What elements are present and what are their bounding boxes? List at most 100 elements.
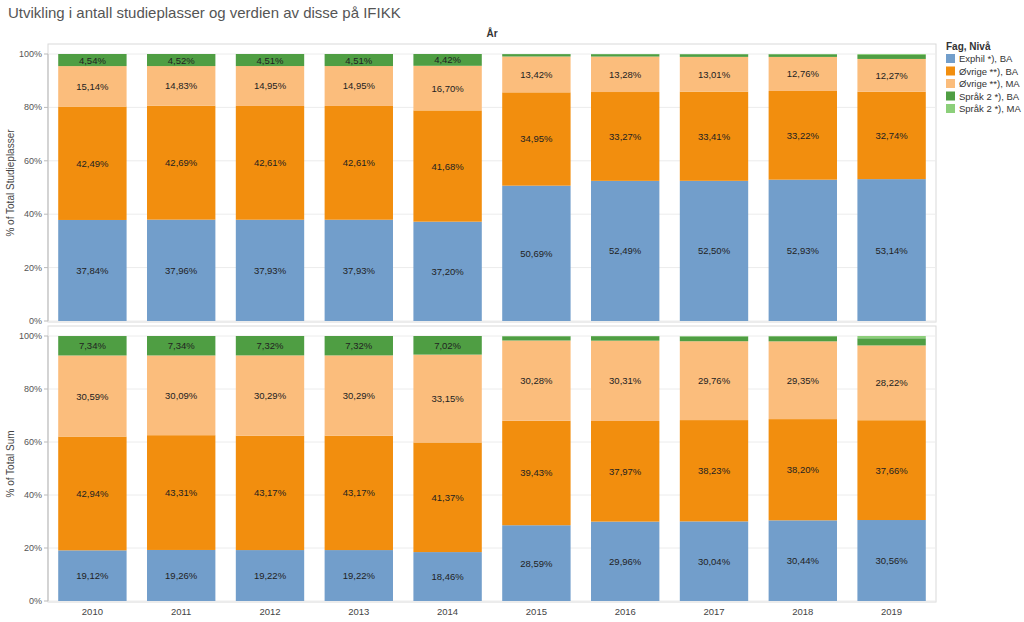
data-label: 28,22% <box>875 377 908 388</box>
y-tick-label: 100% <box>19 49 42 59</box>
x-tick-label: 2017 <box>703 606 724 617</box>
data-label: 41,37% <box>431 492 464 503</box>
data-label: 14,95% <box>343 80 376 91</box>
data-label: 28,59% <box>520 558 553 569</box>
x-tick-label: 2014 <box>437 606 458 617</box>
y-tick-label: 40% <box>24 209 42 219</box>
data-label: 30,04% <box>698 556 731 567</box>
tick-mark <box>44 107 48 108</box>
x-tick-label: 2018 <box>792 606 813 617</box>
y-axis-line <box>48 54 49 321</box>
tick-mark <box>44 321 48 322</box>
legend-title: Fag, Nivå <box>946 41 991 52</box>
bar-segment <box>413 54 481 66</box>
bar-segment <box>857 520 925 601</box>
data-label: 30,59% <box>76 391 109 402</box>
bar-segment <box>502 421 570 525</box>
data-label: 19,12% <box>76 570 109 581</box>
data-label: 33,15% <box>431 393 464 404</box>
x-tick-label: 2015 <box>526 606 547 617</box>
y-tick-label: 20% <box>24 263 42 273</box>
y-tick-label: 0% <box>29 596 42 606</box>
y-tick-label: 60% <box>24 156 42 166</box>
bar-segment <box>325 436 393 550</box>
bar-segment <box>502 92 570 185</box>
legend-label: Språk 2 *), MA <box>959 103 1021 114</box>
legend-swatch <box>946 79 955 88</box>
tick-mark <box>44 336 48 337</box>
bar-segment <box>857 92 925 179</box>
bars <box>58 336 926 601</box>
y-tick-label: 80% <box>24 102 42 112</box>
bar-segment <box>236 550 304 601</box>
data-label: 4,52% <box>168 55 195 66</box>
data-label: 7,34% <box>79 340 106 351</box>
bar-segment <box>58 107 126 220</box>
data-label: 13,42% <box>520 69 553 80</box>
data-label: 7,02% <box>434 340 461 351</box>
x-tick-label: 2012 <box>259 606 280 617</box>
tick-mark <box>44 548 48 549</box>
bar-segment <box>591 92 659 181</box>
bar-segment <box>591 54 659 55</box>
y-axis-title: % of Total Sum <box>5 430 16 497</box>
data-labels: 37,84%42,49%15,14%4,54%37,96%42,69%14,83… <box>76 54 908 276</box>
data-label: 52,93% <box>787 245 820 256</box>
bar-segment <box>680 420 748 521</box>
data-label: 42,69% <box>165 157 198 168</box>
data-label: 42,61% <box>343 157 376 168</box>
bar-segment <box>769 54 837 55</box>
y-tick-label: 40% <box>24 490 42 500</box>
bar-segment <box>58 66 126 106</box>
page: {"chart_data": { "type": "bar", "title":… <box>0 0 1024 622</box>
bar-segment <box>325 355 393 435</box>
data-label: 7,32% <box>345 340 372 351</box>
bar-segment <box>236 436 304 550</box>
bar-segment <box>147 66 215 106</box>
bar-segment <box>325 66 393 106</box>
bar-segment <box>58 437 126 551</box>
bar-segment <box>857 345 925 420</box>
bar-segment <box>769 54 837 57</box>
bar-segment <box>413 222 481 321</box>
data-label: 29,76% <box>698 375 731 386</box>
y-axis-title: % of Total Studieplasser <box>5 129 16 237</box>
data-label: 38,23% <box>698 465 731 476</box>
bar-segment <box>502 336 570 340</box>
data-label: 37,66% <box>875 465 908 476</box>
data-label: 4,42% <box>434 54 461 65</box>
bar-segment <box>502 54 570 55</box>
bar-segment <box>236 355 304 435</box>
bar-segment <box>857 336 925 338</box>
legend-swatch <box>946 104 955 113</box>
bar-segment <box>413 110 481 221</box>
bars <box>58 54 926 321</box>
bar-segment <box>502 525 570 601</box>
legend-label: Øvrige **), BA <box>959 66 1019 77</box>
tick-mark <box>44 214 48 215</box>
data-label: 53,14% <box>875 245 908 256</box>
bar-segment <box>325 54 393 66</box>
bar-segment <box>769 91 837 180</box>
chart: Utvikling i antall studieplasser og verd… <box>0 0 1024 622</box>
data-label: 30,09% <box>165 390 198 401</box>
x-axis-title: År <box>486 27 497 39</box>
bar-segment <box>769 180 837 321</box>
data-label: 33,27% <box>609 131 642 142</box>
bar-segment <box>680 521 748 601</box>
bar-segment <box>769 57 837 91</box>
bar-segment <box>147 54 215 66</box>
data-label: 42,61% <box>254 157 287 168</box>
bar-segment <box>769 336 837 337</box>
bar-segment <box>680 92 748 181</box>
data-label: 12,76% <box>787 68 820 79</box>
data-label: 7,34% <box>168 340 195 351</box>
data-label: 19,22% <box>343 570 376 581</box>
data-label: 4,51% <box>257 55 284 66</box>
bar-segment <box>236 54 304 66</box>
bar-segment <box>857 59 925 92</box>
data-label: 43,17% <box>343 487 376 498</box>
bar-segment <box>680 336 748 337</box>
data-label: 7,32% <box>257 340 284 351</box>
bar-segment <box>591 336 659 337</box>
